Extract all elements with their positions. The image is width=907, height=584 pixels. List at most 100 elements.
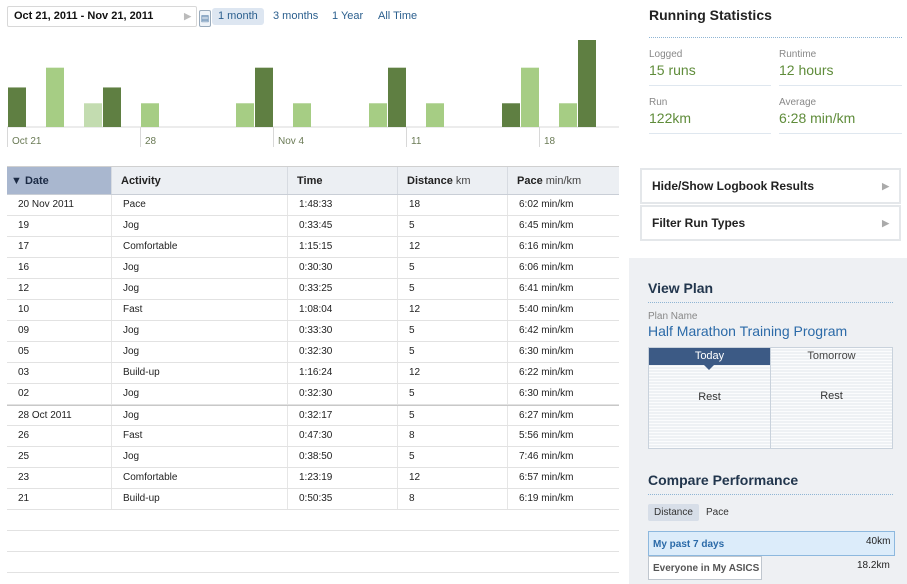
table-row[interactable]: 23 Comfortable 1:23:19 12 6:57 min/km <box>7 468 619 489</box>
date-cell: 03 <box>7 363 112 383</box>
activity-header-label: Activity <box>121 175 161 187</box>
pace-cell: 6:22 min/km <box>519 367 574 378</box>
stats-title: Running Statistics <box>649 7 772 23</box>
table-row[interactable]: 03 Build-up 1:16:24 12 6:22 min/km <box>7 363 619 384</box>
date-range-select[interactable]: Oct 21, 2011 - Nov 21, 2011 ▶ <box>7 6 197 27</box>
pace-cell: 6:45 min/km <box>519 220 574 231</box>
view-plan-title[interactable]: View Plan <box>648 280 714 296</box>
time-cell: 1:15:15 <box>288 237 398 257</box>
everyone-distance-label: Everyone in My ASICS <box>653 563 760 574</box>
period-all-time[interactable]: All Time <box>378 10 418 22</box>
pace-cell: 5:40 min/km <box>519 304 574 315</box>
table-row[interactable]: 19 Jog 0:33:45 5 6:45 min/km <box>7 216 619 237</box>
table-row[interactable]: 12 Jog 0:33:25 5 6:41 min/km <box>7 279 619 300</box>
date-cell: 12 <box>7 279 112 299</box>
distance-cell: 8 <box>398 489 508 509</box>
chart-bar[interactable] <box>502 103 520 127</box>
activity-cell: Jog <box>112 447 288 467</box>
distance-cell: 5 <box>398 258 508 278</box>
chart-bar[interactable] <box>578 40 596 127</box>
stat-divider <box>649 85 771 86</box>
pace-cell: 6:41 min/km <box>519 283 574 294</box>
table-row[interactable]: 02 Jog 0:32:30 5 6:30 min/km <box>7 384 619 405</box>
x-tick-label: 28 <box>145 136 157 147</box>
table-row[interactable]: 28 Oct 2011 Jog 0:32:17 5 6:27 min/km <box>7 405 619 426</box>
pace-cell: 6:02 min/km <box>519 199 574 210</box>
chart-bar[interactable] <box>141 103 159 127</box>
time-column-header[interactable]: Time <box>288 167 398 194</box>
chart-bar[interactable] <box>84 103 102 127</box>
period-1-year[interactable]: 1 Year <box>332 10 364 22</box>
distance-column-header[interactable]: Distance km <box>398 167 508 194</box>
pace-cell: 6:16 min/km <box>519 241 574 252</box>
table-row[interactable]: 26 Fast 0:47:30 8 5:56 min/km <box>7 426 619 447</box>
table-row[interactable]: 17 Comfortable 1:15:15 12 6:16 min/km <box>7 237 619 258</box>
activity-cell: Build-up <box>112 363 288 383</box>
chart-bar[interactable] <box>388 67 406 127</box>
chart-bar[interactable] <box>369 103 387 127</box>
distance-cell: 12 <box>398 300 508 320</box>
table-row[interactable]: 09 Jog 0:33:30 5 6:42 min/km <box>7 321 619 342</box>
chart-bar[interactable] <box>236 103 254 127</box>
time-cell: 0:38:50 <box>288 447 398 467</box>
date-cell: 19 <box>7 216 112 236</box>
chart-bar[interactable] <box>559 103 577 127</box>
table-body: 20 Nov 2011 Pace 1:48:33 18 6:02 min/km 19 Jog… <box>7 195 619 573</box>
date-cell: 25 <box>7 447 112 467</box>
chart-bar[interactable] <box>46 67 64 127</box>
runtime-value: 12 hours <box>779 62 834 78</box>
time-cell: 1:08:04 <box>288 300 398 320</box>
table-row[interactable]: 20 Nov 2011 Pace 1:48:33 18 6:02 min/km <box>7 195 619 216</box>
date-cell: 23 <box>7 468 112 488</box>
logbook-toggle-button[interactable]: Hide/Show Logbook Results ▶ <box>640 168 901 204</box>
date-cell: 17 <box>7 237 112 257</box>
chart-bar[interactable] <box>8 87 26 127</box>
pace-cell: 6:30 min/km <box>519 388 574 399</box>
activity-column-header[interactable]: Activity <box>112 167 288 194</box>
pace-cell: 6:19 min/km <box>519 493 574 504</box>
chart-bar[interactable] <box>521 67 539 127</box>
empty-row <box>7 552 619 573</box>
chart-bar[interactable] <box>255 67 273 127</box>
distance-cell: 12 <box>398 468 508 488</box>
chart-bar[interactable] <box>293 103 311 127</box>
time-cell: 1:16:24 <box>288 363 398 383</box>
pace-column-header[interactable]: Pace min/km <box>508 167 619 194</box>
chart-bar[interactable] <box>426 103 444 127</box>
tab-pace[interactable]: Pace <box>706 507 729 518</box>
x-tick-label: Nov 4 <box>278 136 305 147</box>
pace-header-label: Pace <box>517 175 543 187</box>
period-1-month[interactable]: 1 month <box>212 8 264 25</box>
triangle-right-icon: ▶ <box>882 218 889 228</box>
time-cell: 0:32:30 <box>288 342 398 362</box>
activity-cell: Jog <box>112 342 288 362</box>
table-row[interactable]: 10 Fast 1:08:04 12 5:40 min/km <box>7 300 619 321</box>
average-label: Average <box>779 97 817 108</box>
activity-cell: Jog <box>112 321 288 341</box>
period-3-months[interactable]: 3 months <box>273 10 319 22</box>
calendar-icon[interactable]: ▤ <box>199 10 211 27</box>
table-row[interactable]: 05 Jog 0:32:30 5 6:30 min/km <box>7 342 619 363</box>
date-cell: 09 <box>7 321 112 341</box>
table-row[interactable]: 25 Jog 0:38:50 5 7:46 min/km <box>7 447 619 468</box>
distance-bar-chart: Oct 21 28 Nov 4 11 18 <box>7 40 619 147</box>
distance-cell: 5 <box>398 279 508 299</box>
time-cell: 0:47:30 <box>288 426 398 446</box>
filter-run-types-button[interactable]: Filter Run Types ▶ <box>640 205 901 241</box>
chart-bar[interactable] <box>103 87 121 127</box>
plan-name-link[interactable]: Half Marathon Training Program <box>648 323 848 339</box>
table-row[interactable]: 16 Jog 0:30:30 5 6:06 min/km <box>7 258 619 279</box>
date-column-header[interactable]: ▼ Date <box>7 167 112 194</box>
time-cell: 0:33:25 <box>288 279 398 299</box>
time-cell: 0:33:30 <box>288 321 398 341</box>
empty-row <box>7 531 619 552</box>
table-header: ▼ Date Activity Time Distance km Pace mi… <box>7 167 619 195</box>
time-cell: 0:30:30 <box>288 258 398 278</box>
x-tick-label: 11 <box>411 136 422 147</box>
tab-distance[interactable]: Distance <box>648 504 699 521</box>
table-row[interactable]: 21 Build-up 0:50:35 8 6:19 min/km <box>7 489 619 510</box>
distance-unit-label: km <box>455 175 471 187</box>
date-cell: 02 <box>7 384 112 404</box>
date-cell: 26 <box>7 426 112 446</box>
